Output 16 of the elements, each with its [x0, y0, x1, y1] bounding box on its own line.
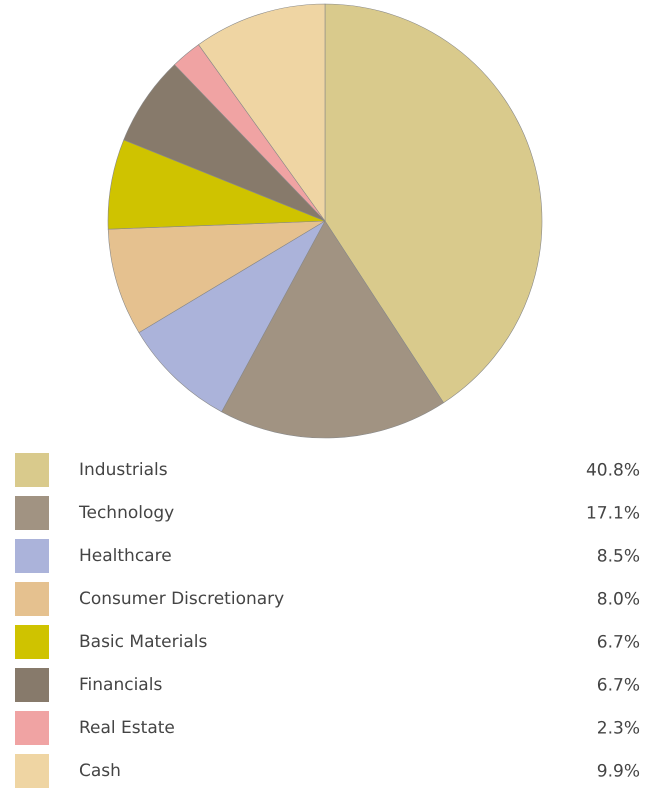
- data-label: 6.7%: [596, 632, 640, 652]
- legend-label: Real Estate: [79, 718, 175, 738]
- legend-label: Industrials: [79, 460, 168, 480]
- data-label: 2.3%: [596, 718, 640, 738]
- data-label: 8.5%: [596, 546, 640, 566]
- data-label: 40.8%: [586, 460, 640, 480]
- data-label: 6.7%: [596, 676, 640, 696]
- legend-label: Cash: [79, 761, 121, 781]
- data-label: 9.9%: [596, 762, 640, 782]
- legend-label: Technology: [78, 503, 174, 523]
- legend-label: Basic Materials: [79, 632, 208, 652]
- legend-label: Consumer Discretionary: [79, 589, 284, 609]
- legend-label: Healthcare: [79, 546, 172, 566]
- data-label: 8.0%: [596, 590, 640, 610]
- data-label: 17.1%: [586, 504, 640, 524]
- legend-label: Financials: [79, 675, 162, 695]
